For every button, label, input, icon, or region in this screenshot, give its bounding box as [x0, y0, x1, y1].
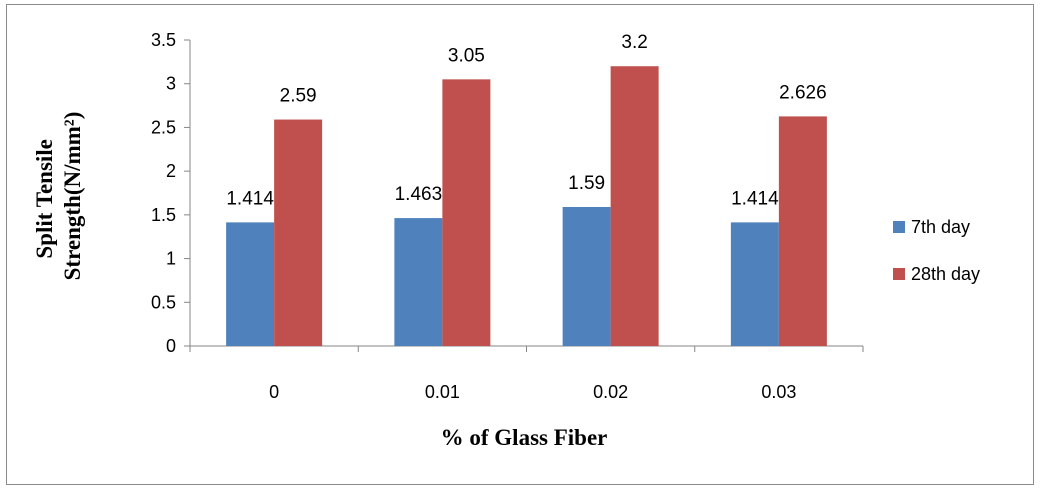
y-tick-label: 1.5: [151, 205, 176, 225]
data-label: 1.414: [731, 188, 779, 209]
x-axis-title: % of Glass Fiber: [441, 425, 608, 450]
data-label: 1.414: [226, 188, 274, 209]
y-axis-title: Split Tensile Strength(N/mm²): [32, 112, 85, 281]
data-labels: 1.414 2.59 1.463 3.05 1.59 3.2 1.414 2.626: [226, 32, 826, 209]
bar: [274, 119, 323, 346]
y-tick-label: 1: [166, 249, 176, 269]
data-label: 2.626: [779, 82, 827, 103]
chart-frame: [6, 4, 1034, 485]
legend: 7th day 28th day: [893, 217, 980, 284]
y-tick-label: 3.5: [151, 30, 176, 50]
bar: [562, 206, 611, 346]
legend-label: 7th day: [911, 217, 970, 237]
y-axis-title-line2: Strength(N/mm²): [60, 112, 85, 281]
bar: [442, 79, 491, 346]
x-tick-label: 0.03: [761, 382, 796, 402]
bar: [778, 116, 827, 347]
x-tick-label: 0.02: [593, 382, 628, 402]
y-tick-label: 0.5: [151, 292, 176, 312]
bar: [730, 222, 779, 346]
y-ticks: 0 0.5 1 1.5 2 2.5 3 3.5: [151, 30, 190, 356]
y-tick-label: 2: [166, 161, 176, 181]
data-label: 2.59: [280, 86, 317, 107]
bar: [226, 222, 275, 346]
data-label: 3.05: [448, 45, 485, 66]
legend-label: 28th day: [911, 264, 980, 284]
data-label: 1.59: [568, 173, 605, 194]
y-tick-label: 3: [166, 74, 176, 94]
legend-swatch: [893, 221, 905, 233]
bar: [394, 218, 443, 346]
data-label: 3.2: [621, 32, 647, 53]
x-ticks: 0 0.01 0.02 0.03: [189, 346, 864, 402]
bar: [610, 66, 659, 346]
x-tick-label: 0: [269, 382, 279, 402]
y-tick-label: 2.5: [151, 117, 176, 137]
x-tick-label: 0.01: [425, 382, 460, 402]
legend-swatch: [893, 268, 905, 280]
y-axis-title-line1: Split Tensile: [32, 139, 57, 259]
data-label: 1.463: [395, 184, 443, 205]
y-tick-label: 0: [166, 336, 176, 356]
bars: [226, 66, 827, 347]
